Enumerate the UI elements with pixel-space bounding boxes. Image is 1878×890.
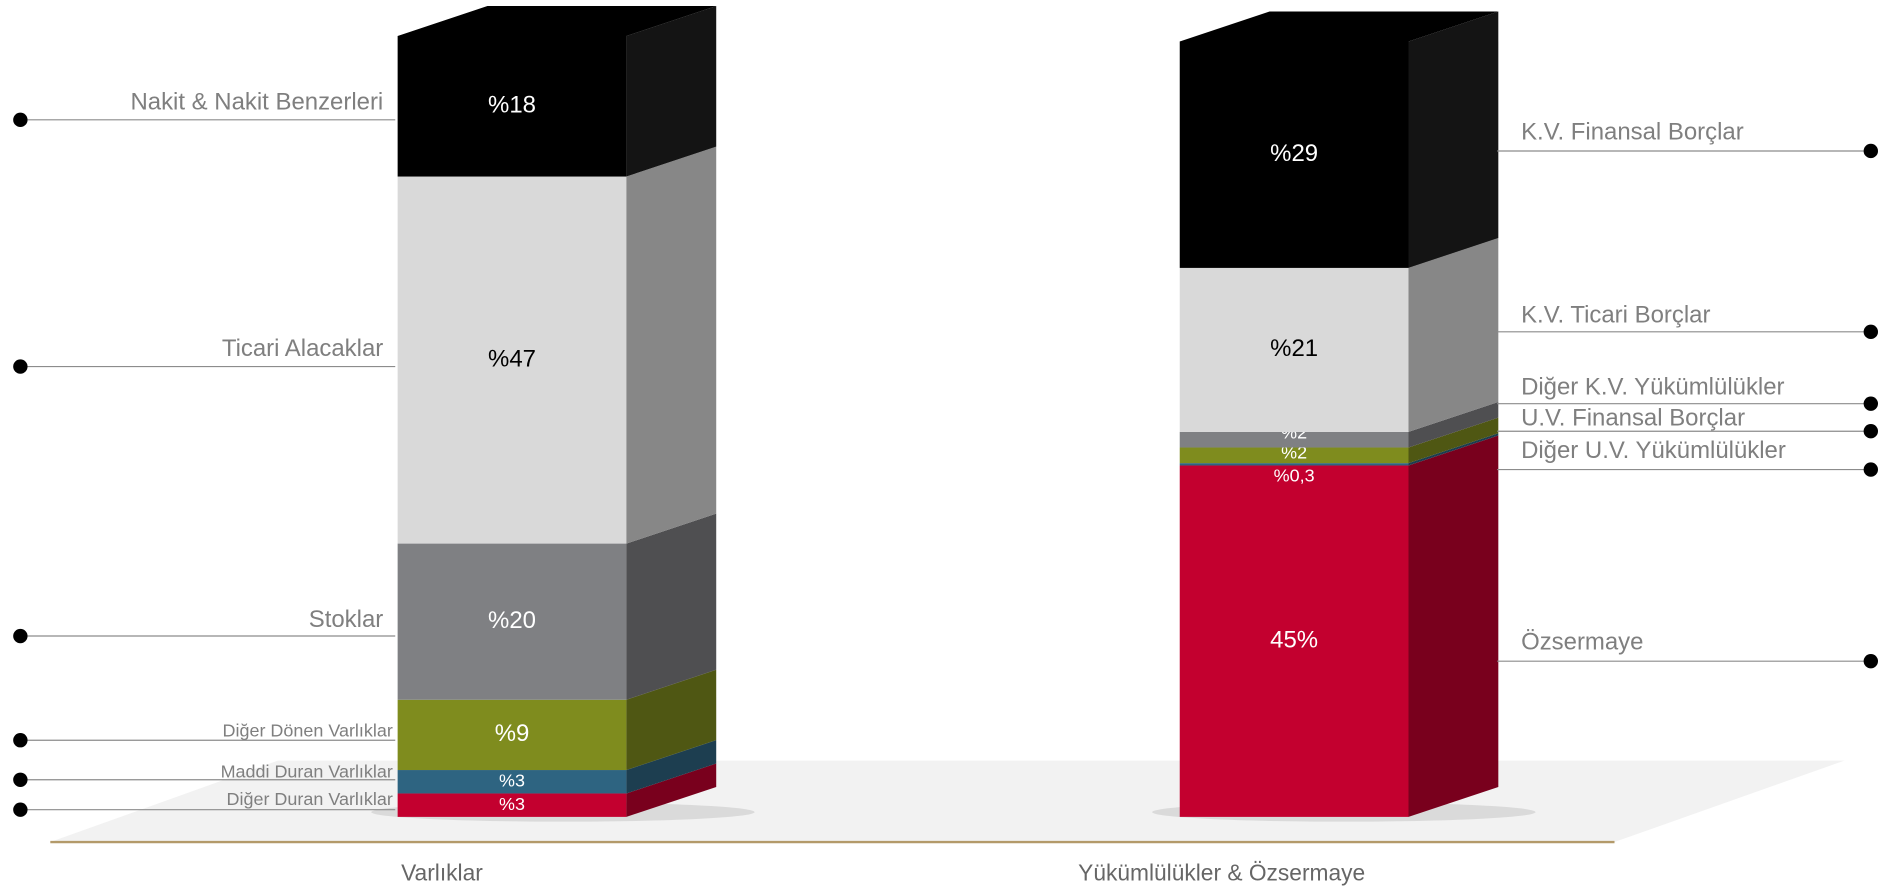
leader-dot: [1863, 424, 1878, 439]
value-label: 45%: [1270, 627, 1318, 654]
legend-label: Ticari Alacaklar: [222, 335, 383, 362]
legend-label: Diğer Dönen Varlıklar: [223, 721, 393, 741]
x-tick-label: Varlıklar: [401, 859, 483, 885]
bar-segment: [397, 176, 627, 544]
legend-label: Diğer K.V. Yükümlülükler: [1521, 373, 1784, 400]
bar-side: [1408, 433, 1499, 466]
value-label: %47: [488, 345, 536, 372]
bar-side: [626, 669, 717, 771]
bar-side: [1408, 435, 1499, 817]
legend-label: K.V. Finansal Borçlar: [1521, 118, 1744, 145]
bar-side: [626, 740, 717, 794]
value-label: %0,3: [1274, 465, 1315, 485]
bar-top: [1179, 11, 1499, 42]
bar-segment: [1179, 267, 1409, 432]
leader-dot: [13, 112, 28, 128]
legend-label: U.V. Finansal Borçlar: [1521, 405, 1745, 432]
leader-dot: [1863, 324, 1878, 340]
value-label: %3: [499, 794, 525, 814]
bar-side: [626, 146, 717, 544]
bar-segment: [397, 699, 627, 771]
value-label: %20: [488, 607, 536, 634]
bar-segment: [397, 793, 627, 817]
bar-top: [397, 6, 717, 36]
bar-side: [626, 513, 717, 700]
leader-dot: [13, 359, 28, 374]
leader-dot: [1863, 462, 1878, 477]
bar-segment: [1179, 447, 1409, 464]
leader-dot: [13, 628, 28, 644]
value-label: %2: [1281, 443, 1307, 463]
legend-label: Stoklar: [309, 606, 384, 633]
value-label: %18: [488, 92, 536, 119]
bar-side: [1408, 237, 1499, 432]
leader-dot: [13, 772, 28, 787]
legend-label: Diğer U.V. Yükümlülükler: [1521, 437, 1786, 464]
bar-side: [1408, 417, 1499, 464]
value-label: %3: [499, 770, 525, 790]
bar-side: [626, 763, 717, 817]
leader-dot: [1863, 396, 1878, 411]
x-tick-label: Yükümlülükler & Özsermaye: [1078, 859, 1365, 885]
value-label: %29: [1270, 140, 1318, 167]
bar-segment: [397, 543, 627, 700]
leader-dot: [1863, 143, 1878, 159]
legend-label: K.V. Ticari Borçlar: [1521, 302, 1710, 329]
leader-dot: [13, 802, 28, 817]
value-label: %9: [495, 720, 530, 747]
bar-segment: [1179, 465, 1409, 817]
value-label: %21: [1270, 335, 1318, 362]
bar-segment: [1179, 41, 1409, 268]
bar-segment: [397, 770, 627, 794]
bar-segment: [1179, 463, 1409, 466]
bar-segment: [397, 35, 627, 177]
bar-side: [1408, 401, 1499, 448]
legend-label: Nakit & Nakit Benzerleri: [130, 88, 383, 115]
leader-dot: [13, 733, 28, 748]
legend-label: Maddi Duran Varlıklar: [221, 761, 393, 781]
legend-label: Diğer Duran Varlıklar: [227, 789, 393, 809]
bar-segment: [1179, 431, 1409, 448]
bar-side: [1408, 11, 1499, 268]
leader-dot: [1863, 653, 1878, 669]
bar-side: [626, 6, 717, 177]
legend-label: Özsermaye: [1521, 629, 1643, 656]
